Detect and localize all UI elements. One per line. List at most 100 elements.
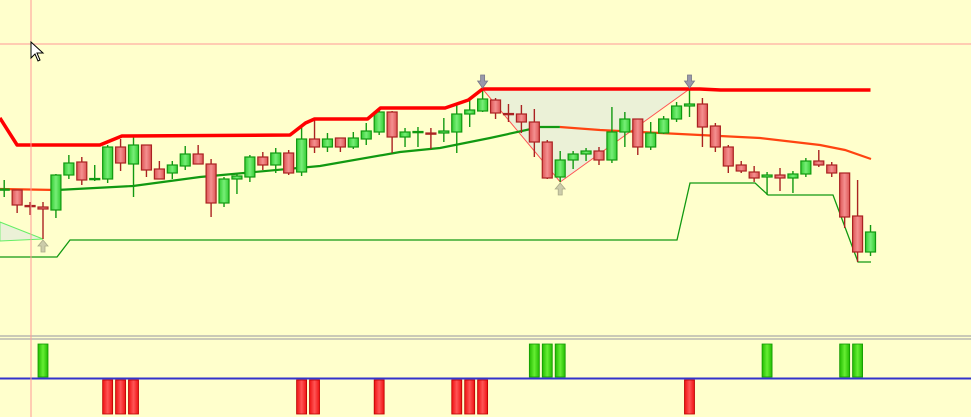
candle-body-bearish [334,137,346,148]
candle [205,159,217,217]
signal-bar-buy [541,343,553,378]
candle [477,88,489,112]
candle [451,105,463,153]
candle [541,140,553,179]
candle [270,148,282,173]
arrow-up-icon [554,182,567,196]
candle-body-bullish [864,231,877,253]
signal-bar-buy [852,343,863,378]
candle-body-bullish [50,174,62,211]
candle [102,145,114,183]
candle [11,189,23,213]
candle [826,162,838,177]
candle-body-bullish [399,131,411,138]
candle-body-bullish [218,178,230,204]
candle [50,174,62,218]
signal-bar-buy [528,343,540,378]
candle-body-bearish [11,189,23,206]
candle-body-bearish [813,160,825,166]
candle [257,152,269,170]
candle [386,111,398,153]
candle-body-bearish [502,112,515,116]
candle [528,109,540,157]
candle-body-bearish [774,174,786,179]
signal-bar-sell [128,379,139,415]
candle [153,161,165,180]
signal-bar-sell [115,379,126,415]
candle [127,137,140,197]
candle [619,112,631,147]
candle [412,127,424,147]
candle-body-bullish [231,175,243,180]
candle [515,105,528,133]
moving-average-line-down [559,125,872,161]
signal-bar-sell [451,379,463,415]
signal-bar-sell [373,379,385,415]
candle [851,180,864,262]
candle [800,158,812,177]
candle [283,150,295,175]
candle-body-bearish [205,163,217,204]
candle [347,132,359,149]
candle [670,102,683,122]
candle [709,123,721,152]
candle-body-bullish [580,150,592,155]
candle [645,122,657,150]
candle-body-bullish [89,177,101,181]
upper-band-line [0,87,871,147]
candle-body-bearish [632,118,644,148]
candle-body-bearish [839,172,851,218]
candle-body-bearish [735,164,747,172]
candle [218,177,230,207]
candle-body-bullish [658,118,670,134]
candle [373,110,385,135]
arrow-down-icon [476,74,489,89]
candle [813,150,825,167]
candle [334,137,346,152]
signal-bar-sell [296,379,308,415]
candle [244,155,256,182]
signal-bar-buy [839,343,851,378]
candle-body-bearish [283,152,295,174]
lower-band-line [0,182,871,263]
candle-body-bearish [826,164,838,174]
candle-body-bullish [127,144,140,165]
candle-body-bearish [851,215,864,253]
candle-body-bearish [696,103,709,128]
arrow-down-icon [683,74,696,89]
candle-body-bullish [360,130,372,140]
candle-body-bullish [683,103,696,107]
candle-body-bullish [567,153,579,161]
candle [63,155,75,179]
signal-bar-sell [309,379,320,415]
candle-body-bearish [386,111,398,138]
arrow-up-icon [37,239,49,253]
signal-bar-buy [761,343,773,378]
candle-body-bearish [76,161,88,181]
candle-body-bullish [787,173,799,179]
signal-bar-sell [684,379,695,415]
candle [179,146,191,170]
signal-panel [0,343,971,415]
signal-bar-sell [102,379,114,415]
candle-body-bullish [464,109,476,115]
candle [296,125,308,176]
candle [425,128,437,149]
candle [360,123,372,145]
candle-body-bullish [179,153,191,167]
signal-bar-buy [554,343,566,378]
pattern-triangle-bullish [0,221,44,242]
candle [580,148,592,161]
candle-body-bullish [0,188,10,191]
candle-body-bearish [515,113,528,123]
candle [606,107,618,163]
candle-body-bullish [645,132,657,148]
candle [140,144,153,177]
candle-body-bearish [541,141,553,179]
candle [308,120,321,153]
candle-body-bearish [425,132,437,135]
candle-body-bullish [477,98,489,112]
candle-body-bullish [619,118,631,133]
candle-body-bullish [412,130,424,134]
